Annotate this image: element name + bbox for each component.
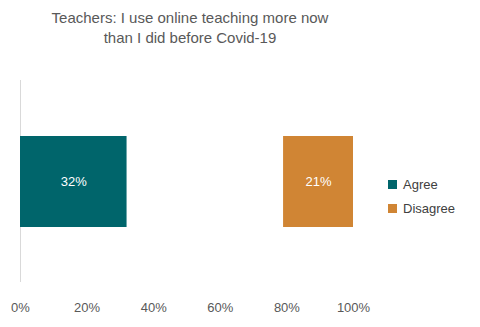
svg-text:80%: 80%: [274, 300, 300, 315]
html-text:Disagree: Disagree: [403, 200, 455, 216]
html-text:Teachers: I use online teachin: Teachers: I use online teaching more now…: [51, 9, 329, 46]
svg-text:0%: 0%: [11, 300, 30, 315]
svg-text:21%: 21%: [306, 174, 332, 189]
svg-text:100%: 100%: [337, 300, 371, 315]
svg-text:40%: 40%: [141, 300, 167, 315]
svg-text:20%: 20%: [74, 300, 100, 315]
html-text:Agree: Agree: [403, 176, 438, 192]
svg-text:60%: 60%: [207, 300, 233, 315]
svg-text:32%: 32%: [61, 174, 87, 189]
